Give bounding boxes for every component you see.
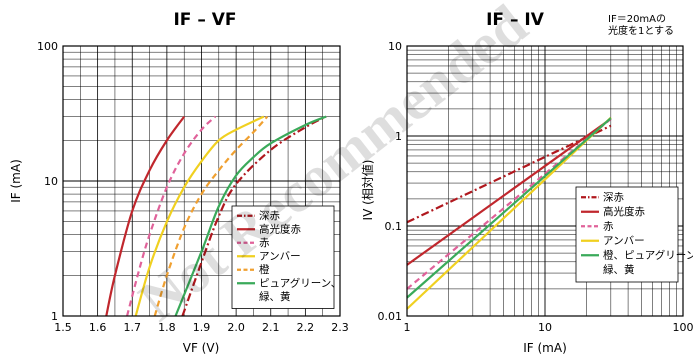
left-x-tick-label: 2.2 — [297, 321, 315, 334]
left-x-tick-label: 1.6 — [89, 321, 107, 334]
left-legend-label: アンバー — [259, 250, 301, 262]
right-legend-label: 緑、黄 — [603, 263, 635, 276]
left-xlabel: VF (V) — [183, 341, 220, 355]
left-legend-label: ピュアグリーン、 — [259, 276, 341, 289]
left-chart-title: IF – VF — [173, 10, 236, 30]
right-y-tick-label: 0.1 — [385, 220, 403, 233]
right-plot-frame — [406, 45, 684, 317]
left-legend-label: 高光度赤 — [259, 222, 301, 235]
right-series-line — [406, 124, 612, 224]
right-chart-note-line1: IF＝20mAの — [608, 14, 666, 25]
right-series-line — [406, 117, 612, 299]
left-x-tick-label: 2.1 — [262, 321, 280, 334]
right-x-tick-label: 1 — [404, 321, 411, 334]
right-chart-note-line2: 光度を1とする — [608, 24, 674, 37]
left-series-line — [174, 115, 327, 317]
right-legend-label: 橙、ピュアグリーン、 — [603, 248, 693, 261]
left-legend-label: 深赤 — [259, 210, 280, 222]
right-series-line — [406, 117, 612, 266]
left-x-tick-label: 1.9 — [193, 321, 211, 334]
right-y-tick-label: 0.01 — [378, 310, 403, 323]
left-x-tick-label: 1.5 — [54, 321, 72, 334]
right-chart-title: IF – IV — [486, 10, 545, 30]
right-legend-label: アンバー — [603, 235, 645, 247]
left-chart-curves — [105, 115, 327, 317]
right-legend-label: 赤 — [603, 220, 614, 232]
right-y-tick-label: 10 — [388, 40, 402, 53]
right-legend-label: 高光度赤 — [603, 205, 645, 218]
left-x-tick-label: 1.8 — [158, 321, 176, 334]
left-x-tick-label: 2.0 — [227, 321, 245, 334]
left-ylabel: IF (mA) — [9, 159, 23, 203]
left-legend-label: 緑、黄 — [259, 290, 291, 303]
left-y-tick-label: 100 — [37, 40, 58, 53]
right-legend-label: 深赤 — [603, 191, 624, 203]
right-legend-box — [575, 186, 679, 283]
left-x-tick-label: 2.3 — [331, 321, 349, 334]
right-x-tick-label: 10 — [538, 321, 552, 334]
left-series-line — [125, 115, 217, 317]
left-series-line — [105, 115, 186, 317]
right-y-tick-label: 1 — [395, 130, 402, 143]
left-plot-frame — [62, 45, 341, 317]
left-y-tick-label: 1 — [51, 310, 58, 323]
right-chart-ticks: 1 10 100 0.01 0.1 1 10 — [378, 40, 693, 334]
right-x-tick-label: 100 — [673, 321, 693, 334]
left-x-tick-label: 1.7 — [124, 321, 142, 334]
right-chart-curves — [406, 116, 612, 310]
right-xlabel: IF (mA) — [523, 341, 567, 355]
left-y-tick-label: 10 — [44, 175, 58, 188]
left-series-line — [134, 115, 265, 317]
left-chart-ticks: 1.5 1.6 1.7 1.8 1.9 2.0 2.1 2.2 2.3 1 10 100 — [37, 40, 349, 334]
right-ylabel: IV (相対値) — [360, 160, 375, 221]
left-legend-label: 橙 — [259, 263, 270, 276]
left-legend-label: 赤 — [259, 237, 270, 249]
